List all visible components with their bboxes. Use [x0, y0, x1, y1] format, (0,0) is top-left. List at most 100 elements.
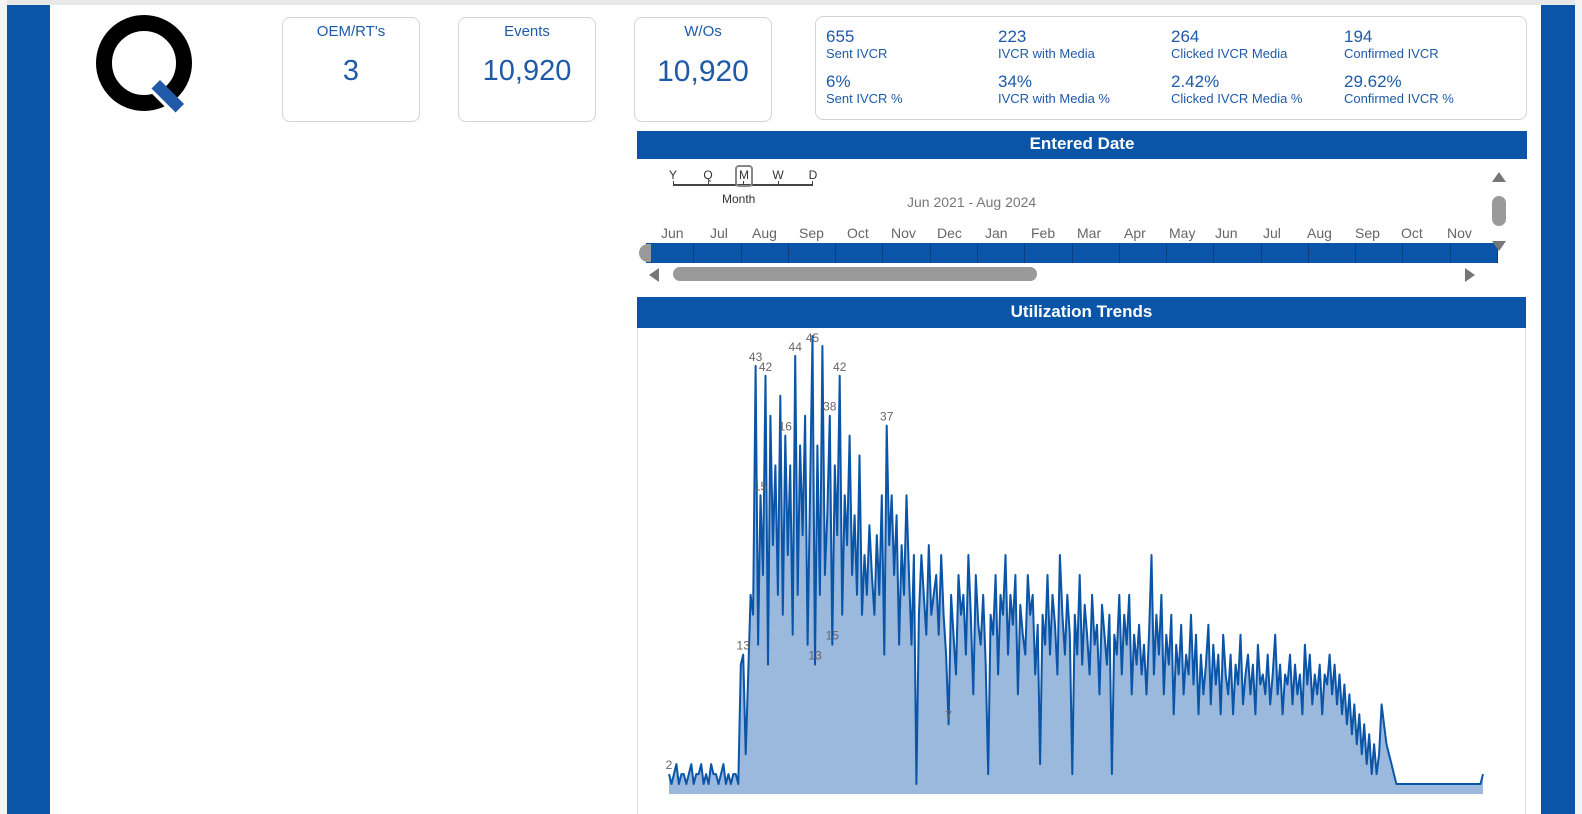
metric-label: Clicked IVCR Media [1171, 46, 1288, 61]
series-line[interactable] [668, 335, 1484, 785]
metric-confirmed-ivcr-pct: 29.62% Confirmed IVCR % [1344, 72, 1454, 107]
trend-chart-svg: 243424445423837131516131572 [666, 331, 1484, 794]
metric-value: 29.62% [1344, 72, 1402, 91]
month-label: Oct [1401, 225, 1423, 241]
timeline-month-divider [788, 243, 789, 263]
month-label: Aug [752, 225, 777, 241]
timeline-month-divider [1497, 243, 1498, 263]
metric-label: Sent IVCR [826, 46, 888, 61]
granularity-selected-marker[interactable] [735, 165, 753, 187]
data-label: 38 [823, 400, 837, 414]
q-logo-icon [96, 15, 192, 116]
kpi-title: W/Os [684, 23, 722, 40]
kpi-card-oem: OEM/RT's 3 [282, 17, 420, 122]
timeline-start-handle[interactable] [639, 244, 651, 262]
metric-value: 264 [1171, 27, 1200, 46]
month-label: Jun [661, 225, 684, 241]
entered-date-header: Entered Date [637, 131, 1527, 159]
utilization-trends-chart: 243424445423837131516131572 [637, 328, 1526, 814]
timeline-month-divider [1402, 243, 1403, 263]
metric-clicked-ivcr-media-pct: 2.42% Clicked IVCR Media % [1171, 72, 1303, 107]
timeline-month-divider [741, 243, 742, 263]
kpi-title: Events [504, 23, 550, 40]
scroll-left-arrow-icon[interactable] [649, 268, 659, 282]
timeline-bar[interactable] [646, 243, 1498, 263]
month-label: May [1169, 225, 1196, 241]
vertical-scrollbar-thumb[interactable] [1492, 196, 1506, 226]
metric-label: IVCR with Media [998, 46, 1095, 61]
timeline-month-divider [1166, 243, 1167, 263]
metric-ivcr-with-media: 223 IVCR with Media [998, 27, 1095, 62]
month-label: Apr [1124, 225, 1146, 241]
metric-value: 223 [998, 27, 1027, 46]
granularity-quarter[interactable]: Q [703, 168, 713, 182]
data-label: 2 [666, 758, 673, 772]
right-gutter [1575, 0, 1582, 814]
scroll-up-arrow-icon[interactable] [1492, 172, 1506, 182]
granularity-day[interactable]: D [808, 168, 818, 182]
kpi-value: 10,920 [657, 55, 749, 88]
data-label: 13 [808, 649, 822, 663]
data-label: 37 [880, 410, 894, 424]
data-label: 13 [737, 639, 751, 653]
month-label: Jul [1263, 225, 1281, 241]
timeline-month-divider [882, 243, 883, 263]
data-label: 44 [789, 340, 803, 354]
month-label: Sep [1355, 225, 1380, 241]
timeline-month-divider [1119, 243, 1120, 263]
data-label: 43 [749, 350, 763, 364]
data-label: 15 [754, 479, 768, 493]
metric-label: Confirmed IVCR [1344, 46, 1439, 61]
metric-value: 2.42% [1171, 72, 1220, 91]
month-label: Feb [1031, 225, 1056, 241]
kpi-card-events: Events 10,920 [458, 17, 596, 122]
granularity-tick [743, 181, 744, 186]
metric-clicked-ivcr-media: 264 Clicked IVCR Media [1171, 27, 1288, 62]
month-label: Jan [985, 225, 1008, 241]
granularity-tick [812, 181, 813, 186]
month-label: Dec [937, 225, 962, 241]
granularity-year[interactable]: Y [668, 168, 677, 182]
metric-label: Confirmed IVCR % [1344, 91, 1454, 106]
timeline-month-divider [1024, 243, 1025, 263]
utilization-trends-header: Utilization Trends [637, 297, 1526, 328]
timeline-month-divider [835, 243, 836, 263]
data-label: 16 [779, 420, 793, 434]
scroll-down-arrow-icon[interactable] [1492, 241, 1506, 251]
timeline-month-labels: Jun Jul Aug Sep Oct Nov Dec Jan Feb Mar … [637, 225, 1497, 243]
timeline-month-divider [1213, 243, 1214, 263]
granularity-caption: Month [722, 192, 756, 206]
entered-date-slicer: Y Q M W D Month Jun 2021 - Aug 2024 Jun … [637, 159, 1527, 292]
timeline-month-divider [1308, 243, 1309, 263]
metric-label: IVCR with Media % [998, 91, 1110, 106]
granularity-tick [778, 181, 779, 186]
metric-confirmed-ivcr: 194 Confirmed IVCR [1344, 28, 1439, 62]
left-brand-bar [7, 5, 50, 814]
granularity-tick [708, 181, 709, 186]
metric-value: 6% [826, 72, 851, 91]
month-label: Jun [1215, 225, 1238, 241]
timeline-month-divider [1261, 243, 1262, 263]
month-label: Jul [710, 225, 728, 241]
month-label: Nov [891, 225, 916, 241]
timeline-month-divider [693, 243, 694, 263]
timeline-month-divider [930, 243, 931, 263]
granularity-month[interactable]: M [739, 168, 749, 182]
data-label: 15 [826, 629, 840, 643]
timeline-month-divider [1450, 243, 1451, 263]
kpi-title: OEM/RT's [316, 23, 386, 40]
window-top-strip [0, 0, 1582, 5]
granularity-week[interactable]: W [772, 168, 784, 182]
ivcr-metrics-card: 655 Sent IVCR 223 IVCR with Media 264 Cl… [815, 16, 1527, 120]
month-label: Oct [847, 225, 869, 241]
data-label: 42 [759, 360, 773, 374]
data-label: 45 [806, 331, 820, 345]
kpi-card-wos: W/Os 10,920 [634, 17, 772, 122]
scroll-right-arrow-icon[interactable] [1465, 268, 1475, 282]
metric-value: 655 [826, 27, 855, 46]
metric-sent-ivcr: 655 Sent IVCR [826, 27, 888, 62]
metric-label: Clicked IVCR Media % [1171, 91, 1303, 106]
kpi-value: 10,920 [482, 55, 572, 87]
date-range-text: Jun 2021 - Aug 2024 [907, 194, 1037, 210]
horizontal-scrollbar-thumb[interactable] [673, 267, 1037, 281]
